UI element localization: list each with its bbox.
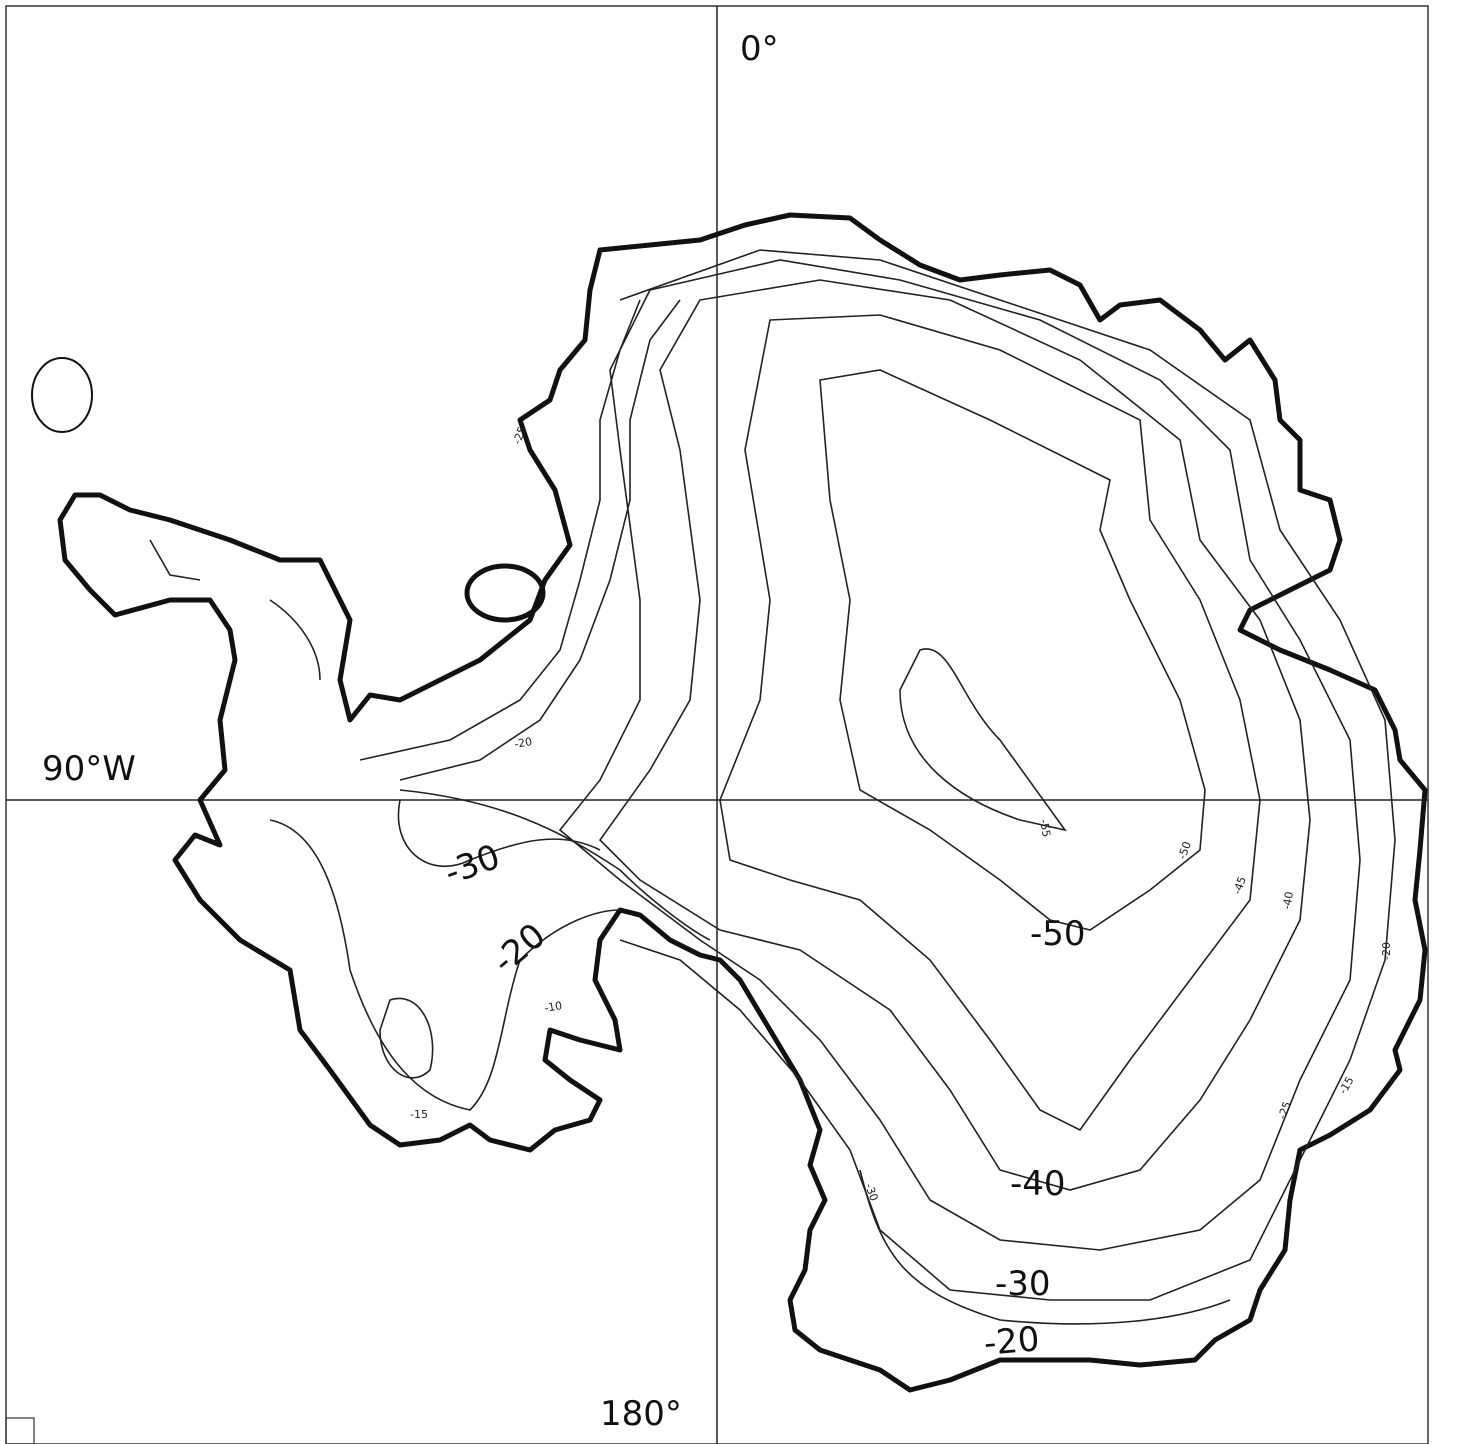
contour-label: -30 — [995, 1264, 1051, 1304]
page: 0° 90°W 180° -30-20-50-40-30-20-55-50-45… — [0, 0, 1462, 1444]
contours — [150, 250, 1395, 1324]
contour-label: -20 — [982, 1319, 1041, 1364]
contour-label: -20 — [485, 916, 553, 982]
contour-label: -10 — [543, 999, 563, 1015]
contour-label: -55 — [1037, 818, 1053, 838]
contour-label: -30 — [862, 1182, 880, 1203]
island — [32, 358, 92, 432]
contour-label: -15 — [410, 1108, 428, 1121]
corner-box — [6, 1418, 34, 1444]
contour-label: -20 — [1380, 942, 1393, 960]
contour-label: -50 — [1030, 914, 1086, 954]
meridian-label: 180° — [600, 1394, 682, 1434]
meridian-label: 90°W — [42, 749, 136, 789]
island — [467, 566, 543, 620]
contour-label: -40 — [1280, 891, 1296, 911]
meridian-label: 0° — [740, 29, 779, 69]
map: 0° 90°W 180° -30-20-50-40-30-20-55-50-45… — [0, 0, 1462, 1444]
contour-label: -40 — [1010, 1164, 1066, 1204]
contour-label: -45 — [1231, 875, 1249, 896]
contour-label: -20 — [513, 735, 533, 751]
contour-label: -30 — [439, 837, 505, 894]
contour-label: -15 — [1336, 1074, 1356, 1096]
